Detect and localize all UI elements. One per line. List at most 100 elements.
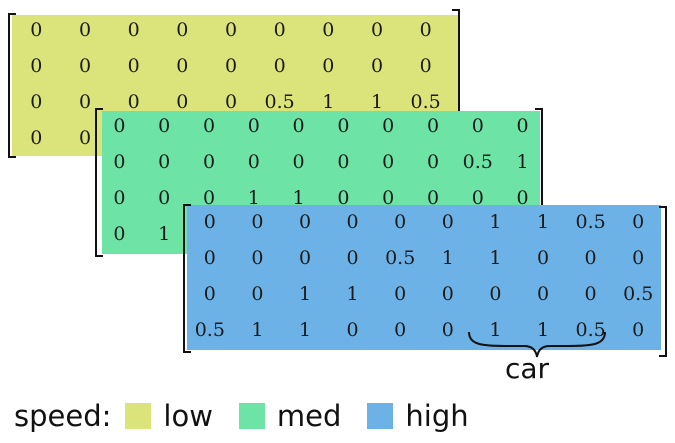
matrix-high-background: [187, 205, 661, 350]
matrix-high-cell: 1: [489, 211, 502, 233]
matrix-med-cell: 0: [426, 187, 440, 209]
matrix-med-grid: 0 0 0 0 0 0 0 0 0 0 0 0 0 0 0 0 0 0 0.5 1 0 0 0 1 1 0 0 0 0 0 0 1: [97, 108, 545, 252]
matrix-high-cell: 0: [489, 283, 502, 305]
matrix-med-cell: 0: [113, 187, 126, 209]
matrix-high-cell: 0.5: [194, 319, 225, 341]
matrix-low-cell: 0: [176, 91, 189, 113]
matrix-med-cell: 0: [158, 151, 171, 173]
matrix-med-cell: 0: [426, 151, 440, 173]
matrix-high-cell: 0: [203, 283, 216, 305]
matrix-med-cell: 0: [516, 187, 529, 209]
matrix-high-cell: 0: [632, 319, 645, 341]
matrix-low-cell: 0: [78, 19, 92, 41]
matrix-med-cell: 0: [113, 223, 126, 245]
matrix-high-cell: 0: [441, 319, 454, 341]
matrix-high-cell: 0.5: [385, 247, 416, 269]
matrix-med-cell: 0: [516, 115, 529, 137]
matrix-high-cell: 0: [346, 319, 359, 341]
matrix-high-cell: 1: [489, 319, 502, 341]
speed-legend: speed: low med high: [14, 393, 495, 439]
matrix-low-cell: 0: [176, 19, 189, 41]
matrix-high-cell: 1: [298, 319, 312, 341]
matrix-med-cell: 0: [158, 115, 171, 137]
matrix-med-cell: 0: [202, 115, 216, 137]
matrix-med-cell: 1: [158, 223, 171, 245]
matrix-high-cell: 0: [203, 211, 216, 233]
legend-item-high: high: [367, 399, 469, 433]
matrix-med-left-bracket: [95, 108, 103, 257]
matrix-high-cell: 1: [346, 283, 359, 305]
matrix-med-cell: 0: [337, 187, 350, 209]
matrix-med-cell: 0: [382, 115, 395, 137]
matrix-low-cell: 0: [322, 55, 335, 77]
matrix-high-cell: 0: [394, 283, 407, 305]
car-brace: [468, 331, 606, 358]
matrix-high-cell: 0: [298, 211, 312, 233]
matrix-high-cell: 1: [251, 319, 264, 341]
matrix-high-cell: 0: [632, 247, 645, 269]
matrix-high-cell: 1: [441, 247, 454, 269]
legend-swatch-med: [238, 403, 265, 429]
matrix-med-cell: 1: [292, 187, 305, 209]
matrix-med-cell: 0: [158, 187, 171, 209]
matrix-low-grid: 0 0 0 0 0 0 0 0 0 0 0 0 0 0 0 0 0 0 0 0 0 0 0 0.5 1 1 0.5 0 0: [12, 12, 450, 156]
matrix-low-cell: 0: [78, 91, 92, 113]
matrix-med-cell: 1: [247, 187, 260, 209]
legend-label-med: med: [276, 399, 342, 433]
matrix-low-cell: 0: [127, 91, 140, 113]
matrix-low-cell: 0.5: [410, 91, 441, 113]
matrix-low-cell: 0.5: [264, 91, 295, 113]
matrix-low-cell: 0: [224, 91, 238, 113]
matrix-low-cell: 0: [419, 55, 432, 77]
matrix-med-cell: 1: [516, 151, 529, 173]
matrix-high-cell: 0: [394, 211, 407, 233]
matrix-low-cell: 0: [78, 127, 92, 149]
matrix-low-cell: 0: [30, 91, 43, 113]
matrix-med-cell: 0: [382, 187, 395, 209]
matrix-high-cell: 0: [251, 247, 264, 269]
matrix-low-cell: 0: [176, 55, 189, 77]
matrix-med-cell: 0: [471, 187, 484, 209]
matrix-high-right-bracket: [659, 206, 667, 357]
matrix-high-cell: 1: [536, 319, 550, 341]
matrix-med-cell: 0: [426, 115, 440, 137]
matrix-low-cell: 0: [370, 55, 384, 77]
matrix-med-cell: 0: [113, 115, 126, 137]
matrix-low-cell: 0: [224, 19, 238, 41]
matrix-high-cell: 0.5: [575, 319, 606, 341]
matrix-med-cell: 0: [337, 115, 350, 137]
matrix-high-cell: 0: [584, 283, 597, 305]
matrix-med-cell: 0: [113, 151, 126, 173]
legend-item-med: med: [238, 399, 342, 433]
car-label: car: [505, 352, 550, 385]
matrix-high-cell: 1: [298, 283, 312, 305]
matrix-med-cell: 0: [292, 115, 305, 137]
matrix-low-left-bracket: [8, 13, 16, 158]
matrix-high-cell: 0: [394, 319, 407, 341]
matrix-low-cell: 0: [224, 55, 238, 77]
matrix-low-cell: 0: [322, 19, 335, 41]
matrix-high-cell: 0: [298, 247, 312, 269]
legend-label-low: low: [163, 399, 213, 433]
matrix-med-cell: 0: [202, 187, 216, 209]
matrix-low-cell: 0: [78, 55, 92, 77]
matrix-high-cell: 0: [441, 211, 454, 233]
matrix-low-cell: 0: [30, 19, 43, 41]
matrix-high-cell: 0: [536, 247, 550, 269]
matrix-high-cell: 1: [489, 247, 502, 269]
matrix-high-cell: 0.5: [575, 211, 606, 233]
matrix-high-grid: 0 0 0 0 0 0 1 1 0.5 0 0 0 0 0 0.5 1 1 0 0 0 0 0 1 1 0 0 0 0 0 0.5 0.5 1…: [186, 204, 662, 348]
matrix-low-cell: 1: [322, 91, 335, 113]
matrix-low-cell: 0: [127, 55, 140, 77]
matrix-high-cell: 0: [536, 283, 550, 305]
matrix-high-left-bracket: [183, 204, 191, 353]
matrix-low-cell: 0: [370, 19, 384, 41]
matrix-med-cell: 0: [382, 151, 395, 173]
matrix-high-cell: 0: [203, 247, 216, 269]
matrix-med-cell: 0: [247, 115, 260, 137]
matrix-low-cell: 0: [273, 55, 286, 77]
legend-item-low: low: [125, 399, 213, 433]
matrix-med-cell: 0: [337, 151, 350, 173]
matrix-low-cell: 0: [127, 19, 140, 41]
matrix-high-cell: 0: [346, 247, 359, 269]
